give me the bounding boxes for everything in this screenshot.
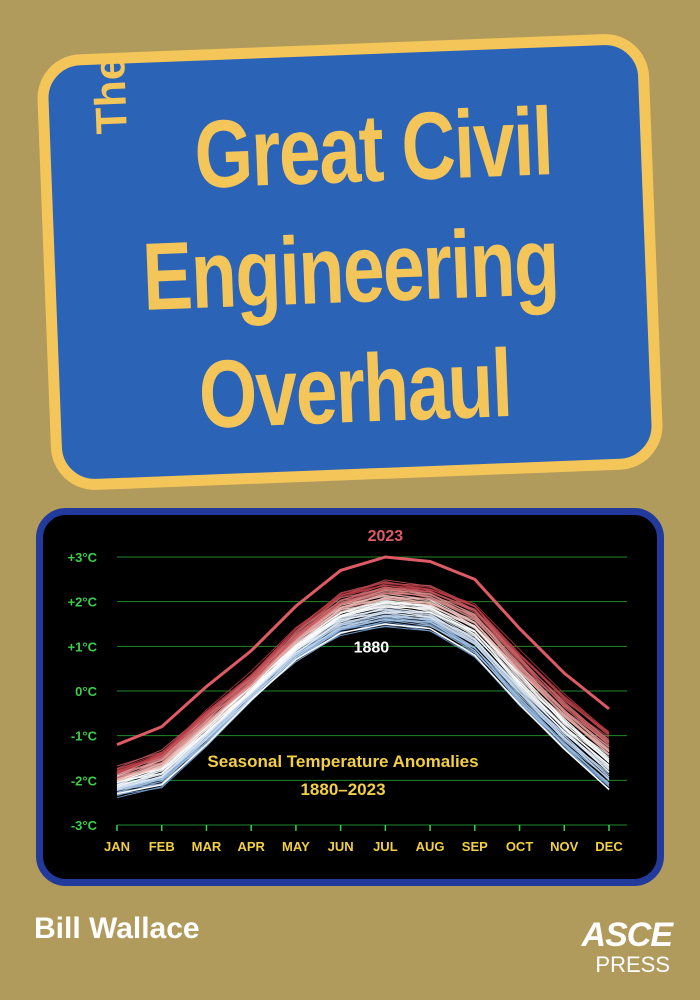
x-tick-label: APR	[237, 839, 265, 854]
year-series-line	[116, 585, 610, 774]
y-tick-label: -3°C	[71, 818, 98, 833]
x-tick-label: MAR	[192, 839, 222, 854]
title-line-2: Engineering	[140, 208, 560, 331]
x-tick-label: AUG	[416, 839, 445, 854]
y-tick-label: 0°C	[75, 684, 97, 699]
title-the: The	[84, 54, 137, 135]
x-tick-label: NOV	[550, 839, 579, 854]
x-tick-label: JUN	[328, 839, 354, 854]
title-line-1: Great Civil	[192, 88, 554, 209]
year-series-line	[116, 588, 610, 775]
year-series-line	[116, 594, 610, 778]
x-tick-label: JAN	[104, 839, 130, 854]
chart-subtitle: 1880–2023	[300, 780, 385, 799]
year-series-line	[116, 601, 610, 783]
year-series-line	[116, 580, 610, 770]
year-series-line	[116, 589, 610, 773]
x-tick-label: DEC	[595, 839, 623, 854]
x-tick-label: FEB	[149, 839, 175, 854]
logo-press-text: PRESS	[595, 952, 670, 977]
x-tick-label: MAY	[282, 839, 310, 854]
x-tick-label: JUL	[373, 839, 398, 854]
series-line-1880	[116, 623, 610, 795]
year-series-line	[116, 581, 610, 771]
x-tick-label: SEP	[462, 839, 488, 854]
author-name: Bill Wallace	[34, 912, 200, 945]
y-tick-label: +3°C	[68, 550, 98, 565]
x-tick-label: OCT	[506, 839, 533, 854]
y-tick-label: +2°C	[68, 595, 98, 610]
title-line-3: Overhaul	[196, 329, 513, 449]
chart-title: Seasonal Temperature Anomalies	[207, 752, 478, 771]
y-tick-label: +1°C	[68, 639, 98, 654]
series-label-1880: 1880	[354, 640, 390, 657]
title-panel: The Great Civil Engineering Overhaul	[35, 32, 665, 492]
year-series-line	[116, 594, 610, 778]
y-tick-label: -1°C	[71, 729, 98, 744]
temperature-chart: +3°C +2°C +1°C 0°C -1°C -2°C -3°C JAN FEB MAR APR M…	[68, 528, 627, 854]
series-label-2023: 2023	[368, 528, 404, 545]
asce-press-logo: ASCE PRESS	[566, 916, 673, 980]
series-line-2023	[116, 555, 610, 746]
year-series-line	[116, 582, 610, 772]
logo-asce-text: ASCE	[581, 916, 673, 954]
chart-panel: +3°C +2°C +1°C 0°C -1°C -2°C -3°C JAN FEB MAR APR M…	[36, 508, 664, 886]
y-tick-label: -2°C	[71, 773, 98, 788]
